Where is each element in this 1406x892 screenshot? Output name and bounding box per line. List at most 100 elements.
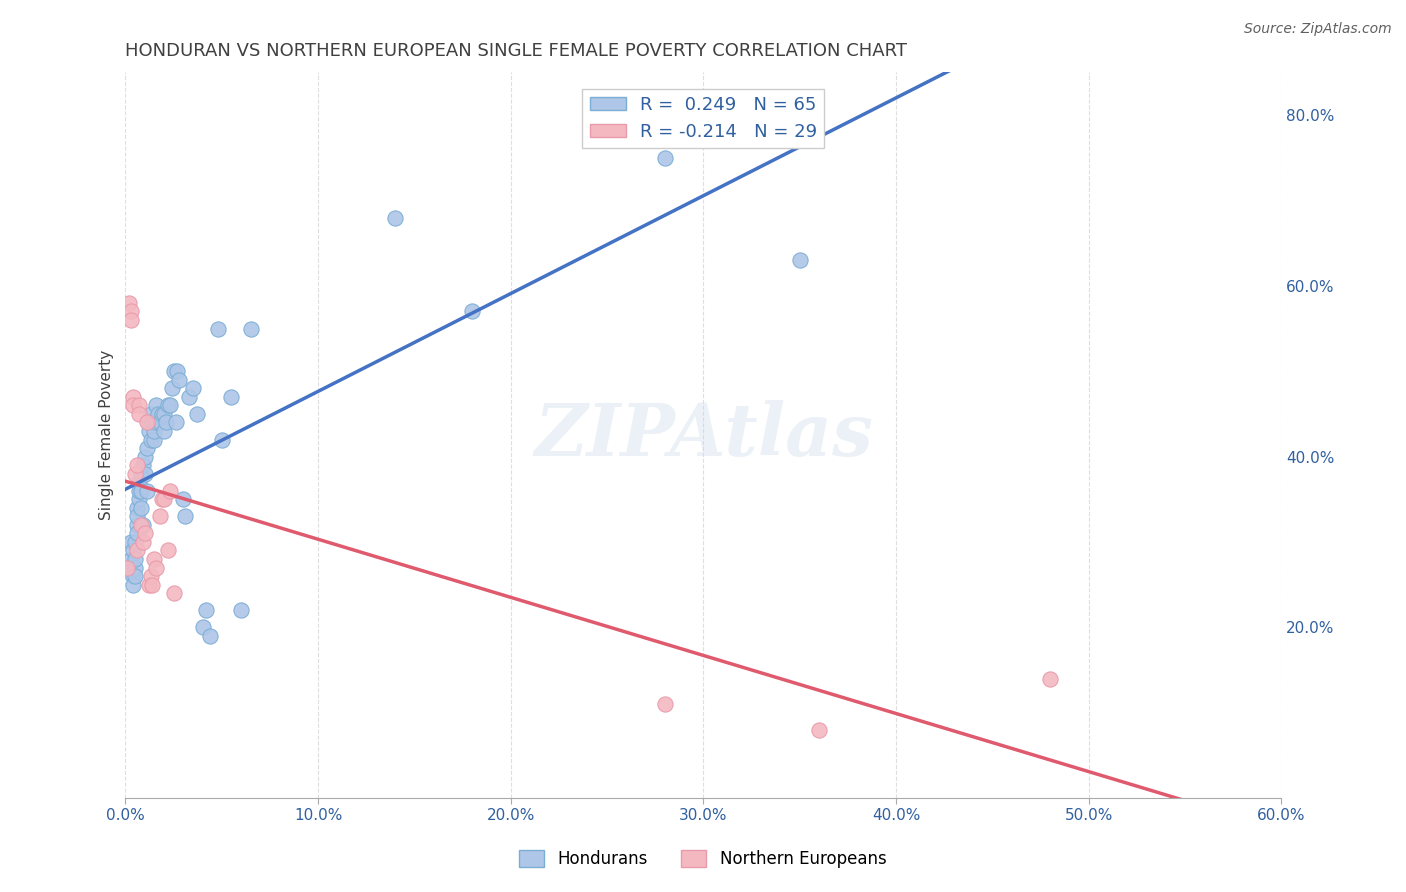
Point [124, 552, 146, 566]
Point [134, 467, 156, 481]
Legend: Hondurans, Northern Europeans: Hondurans, Northern Europeans [513, 843, 893, 875]
Point [125, 509, 148, 524]
Point [125, 500, 148, 515]
Point [129, 467, 152, 481]
Point [207, 321, 229, 335]
Point [138, 424, 160, 438]
Point [1039, 672, 1062, 686]
Point [149, 416, 172, 430]
Point [229, 603, 252, 617]
Point [118, 296, 141, 310]
Point [159, 398, 181, 412]
Point [153, 424, 176, 438]
Point [200, 629, 222, 643]
Point [162, 586, 184, 600]
Point [135, 416, 157, 430]
Point [191, 620, 214, 634]
Point [132, 535, 155, 549]
Point [789, 253, 811, 268]
Point [124, 535, 146, 549]
Point [120, 313, 142, 327]
Point [143, 552, 166, 566]
Point [143, 433, 166, 447]
Point [124, 560, 146, 574]
Text: Source: ZipAtlas.com: Source: ZipAtlas.com [1244, 22, 1392, 37]
Point [160, 381, 183, 395]
Point [162, 364, 184, 378]
Point [129, 500, 152, 515]
Point [211, 433, 233, 447]
Y-axis label: Single Female Poverty: Single Female Poverty [100, 351, 114, 520]
Point [139, 433, 162, 447]
Point [138, 416, 160, 430]
Point [148, 407, 170, 421]
Point [118, 560, 141, 574]
Point [165, 416, 187, 430]
Point [169, 373, 191, 387]
Point [128, 492, 150, 507]
Point [461, 304, 484, 318]
Point [186, 407, 208, 421]
Point [141, 416, 163, 430]
Point [177, 390, 200, 404]
Point [149, 509, 172, 524]
Point [122, 569, 145, 583]
Point [138, 577, 160, 591]
Point [132, 458, 155, 472]
Point [139, 569, 162, 583]
Point [221, 390, 243, 404]
Point [128, 483, 150, 498]
Point [654, 151, 676, 165]
Point [128, 398, 150, 412]
Legend: R =  0.249   N = 65, R = -0.214   N = 29: R = 0.249 N = 65, R = -0.214 N = 29 [582, 88, 824, 148]
Point [120, 535, 142, 549]
Point [135, 483, 157, 498]
Point [153, 492, 176, 507]
Point [384, 211, 406, 225]
Point [172, 492, 194, 507]
Point [125, 458, 148, 472]
Point [124, 569, 146, 583]
Point [125, 543, 148, 558]
Point [125, 517, 148, 532]
Point [139, 407, 162, 421]
Text: HONDURAN VS NORTHERN EUROPEAN SINGLE FEMALE POVERTY CORRELATION CHART: HONDURAN VS NORTHERN EUROPEAN SINGLE FEM… [125, 42, 907, 60]
Point [135, 441, 157, 455]
Point [122, 390, 145, 404]
Point [195, 603, 218, 617]
Text: ZIPAtlas: ZIPAtlas [534, 400, 873, 471]
Point [134, 526, 156, 541]
Point [150, 407, 173, 421]
Point [141, 577, 163, 591]
Point [145, 416, 167, 430]
Point [122, 543, 145, 558]
Point [174, 509, 197, 524]
Point [134, 450, 156, 464]
Point [117, 560, 139, 574]
Point [120, 304, 142, 318]
Point [124, 467, 146, 481]
Point [122, 398, 145, 412]
Point [239, 321, 262, 335]
Point [654, 697, 676, 711]
Point [156, 543, 179, 558]
Point [125, 526, 148, 541]
Point [808, 723, 831, 737]
Point [120, 552, 142, 566]
Point [143, 424, 166, 438]
Point [156, 398, 179, 412]
Point [159, 483, 181, 498]
Point [145, 560, 167, 574]
Point [150, 492, 173, 507]
Point [155, 416, 177, 430]
Point [132, 517, 155, 532]
Point [129, 483, 152, 498]
Point [122, 577, 145, 591]
Point [181, 381, 204, 395]
Point [153, 407, 176, 421]
Point [128, 475, 150, 490]
Point [145, 398, 167, 412]
Point [129, 517, 152, 532]
Point [128, 407, 150, 421]
Point [166, 364, 188, 378]
